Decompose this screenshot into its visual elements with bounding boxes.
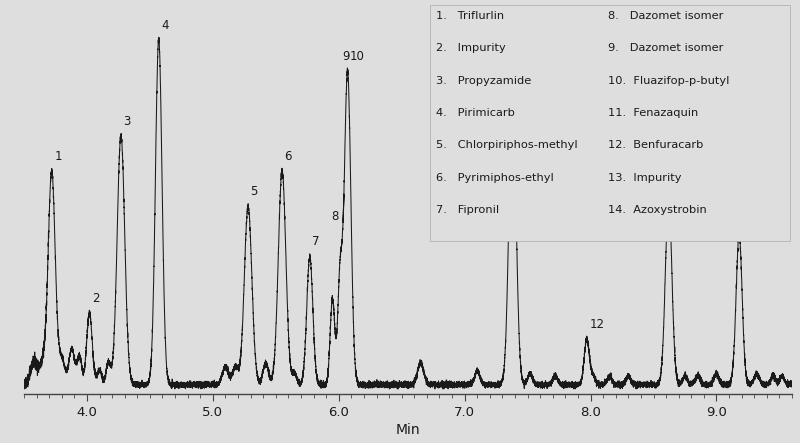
Text: 10.  Fluazifop-p-butyl: 10. Fluazifop-p-butyl <box>608 76 730 86</box>
Text: 8.   Dazomet isomer: 8. Dazomet isomer <box>608 11 723 21</box>
Text: 13: 13 <box>671 177 686 190</box>
Text: 6: 6 <box>285 150 292 163</box>
Text: 5: 5 <box>250 186 258 198</box>
Text: 2: 2 <box>92 292 99 305</box>
Text: 11: 11 <box>515 73 530 86</box>
Text: 1.   Triflurlin: 1. Triflurlin <box>436 11 504 21</box>
Text: 7: 7 <box>312 236 320 249</box>
Text: 5.   Chlorpiriphos-methyl: 5. Chlorpiriphos-methyl <box>436 140 578 151</box>
Text: 9: 9 <box>342 50 350 62</box>
Text: 12.  Benfuracarb: 12. Benfuracarb <box>608 140 703 151</box>
Text: 6.   Pyrimiphos-ethyl: 6. Pyrimiphos-ethyl <box>436 173 554 183</box>
Text: 7.   Fipronil: 7. Fipronil <box>436 205 499 215</box>
Text: 4: 4 <box>162 19 169 32</box>
Text: 13.  Impurity: 13. Impurity <box>608 173 682 183</box>
Text: 14.  Azoxystrobin: 14. Azoxystrobin <box>608 205 706 215</box>
Text: 11.  Fenazaquin: 11. Fenazaquin <box>608 108 698 118</box>
Text: 3.   Propyzamide: 3. Propyzamide <box>436 76 531 86</box>
Text: 3: 3 <box>123 115 131 128</box>
Text: 9.   Dazomet isomer: 9. Dazomet isomer <box>608 43 723 54</box>
Text: 8: 8 <box>331 210 338 223</box>
X-axis label: Min: Min <box>396 423 420 437</box>
Text: 14: 14 <box>742 215 757 229</box>
Text: 1: 1 <box>54 150 62 163</box>
Text: 12: 12 <box>590 318 604 331</box>
Text: 4.   Pirimicarb: 4. Pirimicarb <box>436 108 515 118</box>
Text: 2.   Impurity: 2. Impurity <box>436 43 506 54</box>
Text: 10: 10 <box>350 50 365 62</box>
